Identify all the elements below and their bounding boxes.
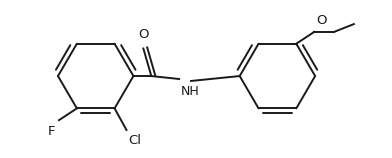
- Text: Cl: Cl: [129, 134, 142, 147]
- Text: O: O: [316, 14, 327, 27]
- Text: NH: NH: [181, 85, 200, 98]
- Text: O: O: [138, 28, 149, 41]
- Text: F: F: [47, 125, 55, 138]
